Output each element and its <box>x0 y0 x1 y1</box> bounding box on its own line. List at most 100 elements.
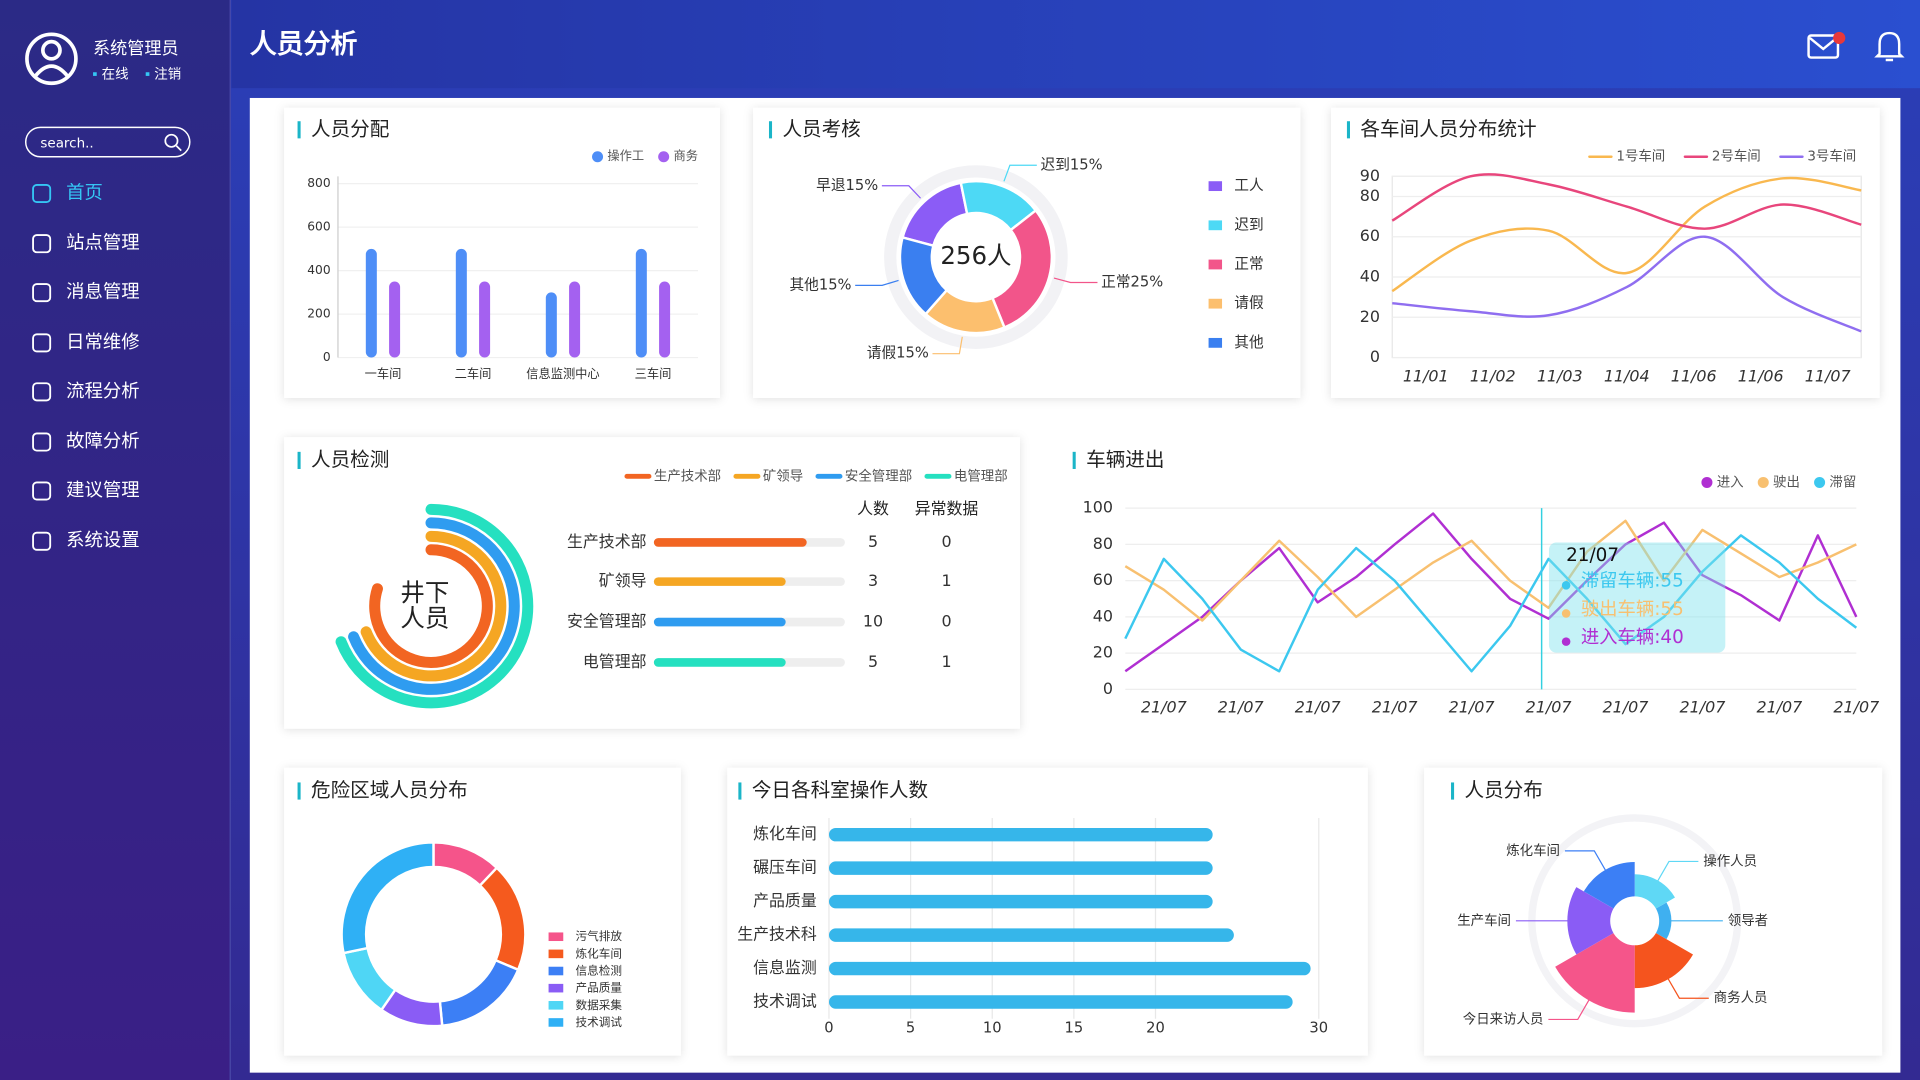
status-dot <box>93 72 97 76</box>
y-tick-label: 600 <box>307 220 330 234</box>
donut-slice <box>990 208 1054 330</box>
x-tick-label: 20 <box>1146 1020 1165 1037</box>
menu-item[interactable]: 流程分析 <box>66 381 139 402</box>
y-tick-label: 0 <box>1103 679 1113 698</box>
tooltip-box <box>1548 542 1726 653</box>
mail-badge <box>1833 31 1846 45</box>
x-tick-label: 21/07 <box>1449 697 1495 716</box>
label-leader <box>1564 850 1609 875</box>
bar <box>828 894 1213 909</box>
menu-icon[interactable] <box>32 481 52 501</box>
y-tick-label: 信息监测 <box>753 958 817 977</box>
title-accent <box>297 451 301 469</box>
column-header: 人数 <box>857 499 889 518</box>
card <box>284 437 1020 729</box>
tooltip-item: 驶出车辆:55 <box>1581 599 1684 620</box>
legend-label: 信息检测 <box>576 964 623 978</box>
menu-item[interactable]: 站点管理 <box>66 233 139 254</box>
y-tick-label: 技术调试 <box>753 992 817 1011</box>
bell-body[interactable] <box>1874 31 1905 58</box>
x-tick-label: 21/07 <box>1141 697 1187 716</box>
search-icon[interactable] <box>164 133 179 148</box>
legend-label: 驶出 <box>1773 474 1800 490</box>
menu-item[interactable]: 消息管理 <box>66 282 139 303</box>
x-tick-label: 21/07 <box>1218 697 1264 716</box>
mail-icon[interactable] <box>1807 31 1846 59</box>
legend-label: 矿领导 <box>763 468 803 484</box>
legend-label: 生产技术部 <box>654 468 721 484</box>
menu-item[interactable]: 系统设置 <box>66 530 139 551</box>
x-tick-label: 21/07 <box>1295 697 1341 716</box>
menu-item[interactable]: 故障分析 <box>66 431 139 452</box>
rose-hole <box>1610 896 1660 946</box>
slice-label: 请假15% <box>867 345 929 362</box>
x-tick-label: 11/07 <box>1805 367 1851 386</box>
y-tick-label: 碾压车间 <box>753 858 817 877</box>
legend-marker <box>1208 181 1223 192</box>
menu-icon[interactable] <box>32 183 52 203</box>
y-tick-label: 200 <box>307 307 330 321</box>
legend-marker <box>1757 476 1769 488</box>
x-tick-label: 三车间 <box>635 366 672 381</box>
menu-icon[interactable] <box>32 432 52 452</box>
menu-icon[interactable] <box>32 531 52 551</box>
mail-body[interactable] <box>1807 34 1840 59</box>
bell-icon[interactable] <box>1874 31 1905 62</box>
abnormal-value: 0 <box>941 532 951 551</box>
menu-icon[interactable] <box>32 333 52 353</box>
y-tick-label: 炼化车间 <box>753 824 817 843</box>
menu-item[interactable]: 首页 <box>66 182 103 203</box>
bar <box>365 248 377 358</box>
search-box[interactable]: search.. <box>24 126 191 158</box>
y-tick-label: 20 <box>1093 643 1113 662</box>
count-value: 3 <box>868 571 878 590</box>
gauge-ring <box>335 503 534 709</box>
y-tick-label: 800 <box>307 176 330 190</box>
header <box>231 0 1920 89</box>
sidebar <box>0 0 231 1080</box>
bar <box>455 248 467 358</box>
row-label: 生产技术部 <box>567 532 647 551</box>
series-line <box>1124 534 1858 673</box>
logout-link[interactable]: 注销 <box>154 67 181 83</box>
card <box>284 107 720 398</box>
y-tick-label: 40 <box>1360 267 1380 286</box>
label-leader <box>1053 277 1098 284</box>
slice-label: 迟到15% <box>1041 156 1103 173</box>
slice-label: 早退15% <box>816 177 878 194</box>
legend-label: 操作工 <box>607 148 644 163</box>
x-tick-label: 一车间 <box>365 366 402 381</box>
legend-label: 数据采集 <box>576 998 623 1012</box>
menu-icon[interactable] <box>32 382 52 402</box>
menu-icon[interactable] <box>32 234 52 254</box>
chart-title: 今日各科室操作人数 <box>752 779 929 802</box>
menu-item[interactable]: 建议管理 <box>66 480 139 501</box>
donut-slice <box>340 841 435 955</box>
tooltip-title: 21/07 <box>1566 545 1619 566</box>
column-header: 异常数据 <box>915 499 979 518</box>
legend-label: 进入 <box>1717 474 1744 490</box>
bar <box>828 961 1311 976</box>
menu-icon[interactable] <box>32 283 52 303</box>
label-leader <box>1548 995 1592 1021</box>
page-title: 人员分析 <box>250 29 358 60</box>
search-field[interactable] <box>24 126 191 158</box>
chart-title: 人员分布 <box>1464 779 1542 802</box>
y-tick-label: 0 <box>1370 347 1380 366</box>
center-label: 井下 <box>400 578 449 607</box>
avatar[interactable] <box>25 32 78 86</box>
legend-marker <box>548 949 564 959</box>
chart-title: 人员检测 <box>311 448 389 471</box>
legend-label: 其他 <box>1234 334 1264 351</box>
x-tick-label: 0 <box>824 1020 833 1037</box>
bar <box>659 281 671 358</box>
legend-label: 技术调试 <box>576 1015 623 1029</box>
menu-item[interactable]: 日常维修 <box>66 332 139 353</box>
series-line <box>1391 173 1862 230</box>
y-tick-label: 0 <box>323 350 331 364</box>
tooltip-dot <box>1561 581 1571 590</box>
card <box>1331 107 1880 398</box>
y-tick-label: 400 <box>307 263 330 277</box>
logout-dot <box>145 72 150 76</box>
